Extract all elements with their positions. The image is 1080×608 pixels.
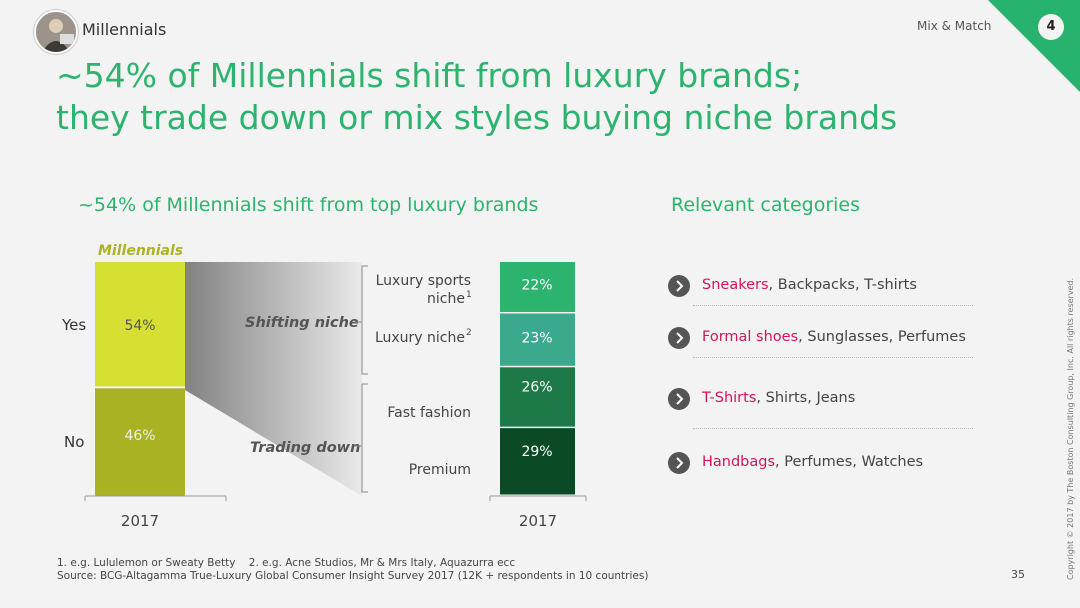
stack-label-s2-sup: 2	[466, 328, 472, 338]
chevron-right-icon	[668, 452, 690, 474]
categories-title: Relevant categories	[671, 194, 861, 216]
right-x-tick: 2017	[519, 512, 557, 530]
category-rest: , Backpacks, T-shirts	[768, 277, 917, 293]
divider	[693, 428, 973, 429]
bar-yes	[95, 262, 185, 387]
page-badge: 4	[1038, 14, 1064, 40]
bar-luxury-sports-niche	[500, 262, 575, 312]
chevron-right-icon	[668, 275, 690, 297]
category-highlight: Formal shoes	[702, 329, 799, 345]
page-title-line2: they trade down or mix styles buying nic…	[56, 98, 898, 137]
bar-premium	[500, 428, 575, 495]
bar-label-luxury-niche: 23%	[521, 330, 552, 346]
bracket-top	[354, 265, 368, 375]
header-label: Millennials	[82, 20, 167, 39]
divider	[693, 357, 973, 358]
footnote: 1. e.g. Lululemon or Sweaty Betty 2. e.g…	[57, 557, 516, 569]
avatar	[34, 10, 78, 54]
category-rest: , Shirts, Jeans	[756, 390, 856, 406]
chart-title: ~54% of Millennials shift from top luxur…	[78, 194, 539, 216]
category-highlight: Sneakers	[702, 277, 769, 293]
stack-label-s3: Fast fashion	[387, 405, 471, 421]
chart-series-title: Millennials	[98, 243, 183, 259]
source-note: Source: BCG-Altagamma True-Luxury Global…	[57, 570, 649, 582]
annotation-shifting-niche: Shifting niche	[245, 315, 359, 331]
bar-fast-fashion	[500, 367, 575, 427]
corner-triangle	[988, 0, 1080, 92]
series-yes-name: Yes	[61, 316, 86, 334]
bar-label-fast-fashion: 26%	[521, 380, 552, 396]
stack-label-s4: Premium	[409, 462, 471, 478]
copyright: Copyright © 2017 by The Boston Consultin…	[1066, 277, 1075, 580]
stack-label-s1b: niche	[427, 291, 465, 307]
bar-luxury-niche	[500, 313, 575, 366]
section-label: Mix & Match	[917, 19, 992, 33]
bar-no-label: 46%	[124, 428, 155, 444]
divider	[693, 305, 973, 306]
category-rest: , Sunglasses, Perfumes	[798, 329, 966, 345]
page-number: 35	[1011, 568, 1025, 581]
bracket-bottom	[354, 383, 368, 493]
bar-yes-label: 54%	[124, 318, 155, 334]
category-highlight: T-Shirts	[702, 390, 757, 406]
bar-label-luxury-sports-niche: 22%	[521, 278, 552, 294]
page-title: ~54% of Millennials shift from luxury br…	[56, 55, 897, 139]
stack-label-s2: Luxury niche	[375, 330, 465, 346]
stack-label-s1-sup: 1	[466, 290, 472, 300]
category-rest: , Perfumes, Watches	[775, 454, 924, 470]
bar-label-premium: 29%	[521, 444, 552, 460]
bar-no	[95, 388, 185, 496]
page-title-line1: ~54% of Millennials shift from luxury br…	[56, 56, 803, 95]
shift-fan	[185, 262, 362, 496]
chevron-right-icon	[668, 327, 690, 349]
category-highlight: Handbags	[702, 454, 776, 470]
stack-label-s1: Luxury sports	[376, 273, 471, 289]
annotation-trading-down: Trading down	[250, 440, 360, 456]
left-x-tick: 2017	[121, 512, 159, 530]
series-no-name: No	[64, 433, 84, 451]
chevron-right-icon	[668, 388, 690, 410]
